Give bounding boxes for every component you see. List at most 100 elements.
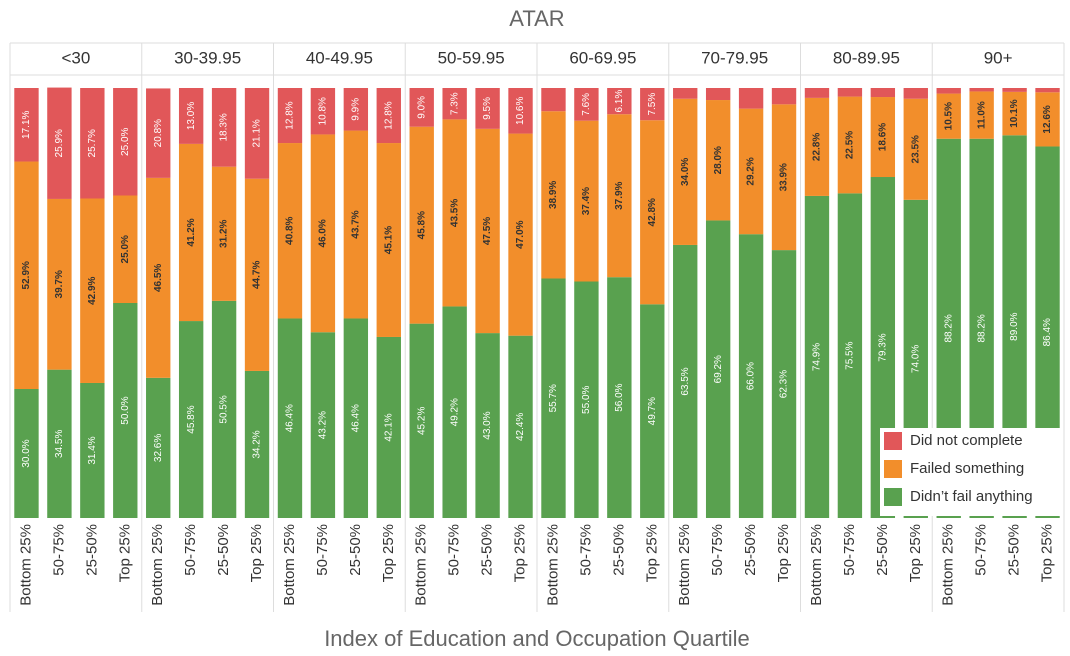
- x-tick-label: Top 25%: [643, 524, 660, 582]
- chart-title: ATAR: [509, 6, 564, 31]
- bar-segment: [376, 88, 401, 144]
- bar-segment: [936, 88, 961, 94]
- x-tick-label: Top 25%: [512, 524, 529, 582]
- data-label: 63.5%: [680, 367, 691, 395]
- bar-segment: [771, 250, 797, 519]
- bar-segment: [903, 88, 928, 99]
- data-label: 20.8%: [153, 119, 164, 147]
- data-label: 43.5%: [449, 199, 460, 227]
- bar-segment: [837, 193, 863, 518]
- bar-segment: [80, 382, 105, 518]
- x-tick-label: 25-50%: [479, 524, 496, 576]
- bar-segment: [508, 88, 533, 134]
- bar-segment: [475, 333, 500, 518]
- bar-segment: [1002, 91, 1027, 136]
- x-tick-label: Bottom 25%: [808, 524, 825, 606]
- data-label: 43.2%: [318, 411, 329, 439]
- x-tick-label: 50-75%: [841, 524, 858, 576]
- bar-segment: [47, 198, 72, 370]
- bar-segment: [14, 389, 39, 518]
- data-label: 10.6%: [515, 97, 526, 125]
- data-label: 56.0%: [614, 383, 625, 411]
- data-label: 46.4%: [285, 404, 296, 432]
- data-label: 41.2%: [186, 218, 197, 246]
- data-label: 88.2%: [976, 314, 987, 342]
- bar-segment: [837, 88, 863, 97]
- bar-segment: [244, 370, 270, 518]
- bar-segment: [541, 111, 566, 279]
- bar-segment: [277, 318, 303, 518]
- data-label: 12.8%: [285, 101, 296, 129]
- panel-title: 80-89.95: [833, 48, 900, 67]
- data-label: 11.0%: [976, 101, 987, 129]
- bar-segment: [804, 88, 830, 98]
- panel-title: 70-79.95: [701, 48, 768, 67]
- data-label: 12.6%: [1042, 105, 1053, 133]
- bar-segment: [146, 177, 171, 378]
- data-label: 17.1%: [21, 110, 32, 138]
- x-tick-label: 25-50%: [610, 524, 627, 576]
- data-label: 43.7%: [350, 210, 361, 238]
- x-tick-label: Bottom 25%: [676, 524, 693, 606]
- x-tick-label: Top 25%: [1039, 524, 1056, 582]
- bar-segment: [903, 98, 928, 200]
- x-tick-label: 25-50%: [1006, 524, 1023, 576]
- bar-segment: [738, 108, 764, 235]
- data-label: 18.6%: [877, 123, 888, 151]
- bar-segment: [541, 88, 566, 112]
- panel-title: 90+: [984, 48, 1013, 67]
- data-label: 43.0%: [482, 411, 493, 439]
- x-tick-label: Top 25%: [907, 524, 924, 582]
- data-label: 45.8%: [416, 211, 427, 239]
- data-label: 66.0%: [746, 362, 757, 390]
- data-label: 74.0%: [910, 345, 921, 373]
- bar-segment: [277, 88, 303, 144]
- data-label: 10.5%: [943, 102, 954, 130]
- bar-segment: [343, 130, 369, 319]
- data-label: 32.6%: [153, 434, 164, 462]
- bar-segment: [113, 303, 138, 518]
- data-label: 45.2%: [416, 407, 427, 435]
- data-label: 46.0%: [318, 219, 329, 247]
- x-tick-label: Top 25%: [248, 524, 265, 582]
- panel-title: 50-59.95: [438, 48, 505, 67]
- data-label: 46.4%: [350, 404, 361, 432]
- data-label: 39.7%: [54, 270, 65, 298]
- data-label: 29.2%: [746, 157, 757, 185]
- bar-segment: [244, 88, 270, 179]
- data-label: 25.0%: [120, 235, 131, 263]
- data-label: 18.3%: [219, 113, 230, 141]
- data-label: 9.9%: [350, 98, 361, 121]
- data-label: 6.1%: [614, 90, 625, 113]
- x-tick-label: 50-75%: [50, 524, 67, 576]
- data-label: 33.9%: [779, 163, 790, 191]
- bar-segment: [508, 133, 533, 336]
- bar-segment: [211, 166, 237, 301]
- data-label: 50.0%: [120, 396, 131, 424]
- data-label: 25.7%: [87, 129, 98, 157]
- bar-segment: [1035, 92, 1060, 147]
- legend-label: Did not complete: [910, 432, 1023, 449]
- bar-segment: [574, 88, 599, 121]
- x-tick-label: Top 25%: [380, 524, 397, 582]
- bar-segment: [640, 120, 665, 305]
- bar-segment: [607, 277, 632, 518]
- bar-segment: [409, 323, 434, 518]
- data-label: 37.9%: [614, 181, 625, 209]
- bar-segment: [178, 321, 204, 518]
- data-label: 13.0%: [186, 102, 197, 130]
- data-label: 55.0%: [581, 385, 592, 413]
- data-label: 88.2%: [943, 314, 954, 342]
- x-tick-label: 50-75%: [709, 524, 726, 576]
- data-label: 34.5%: [54, 430, 65, 458]
- data-label: 62.3%: [779, 370, 790, 398]
- legend-box: [880, 428, 1062, 516]
- bar-segment: [178, 143, 204, 322]
- x-tick-label: 50-75%: [446, 524, 463, 576]
- data-label: 34.0%: [680, 158, 691, 186]
- bar-segment: [277, 143, 303, 319]
- bar-segment: [178, 88, 204, 144]
- bar-segment: [837, 96, 863, 194]
- data-label: 34.2%: [252, 430, 263, 458]
- bar-segment: [14, 88, 39, 162]
